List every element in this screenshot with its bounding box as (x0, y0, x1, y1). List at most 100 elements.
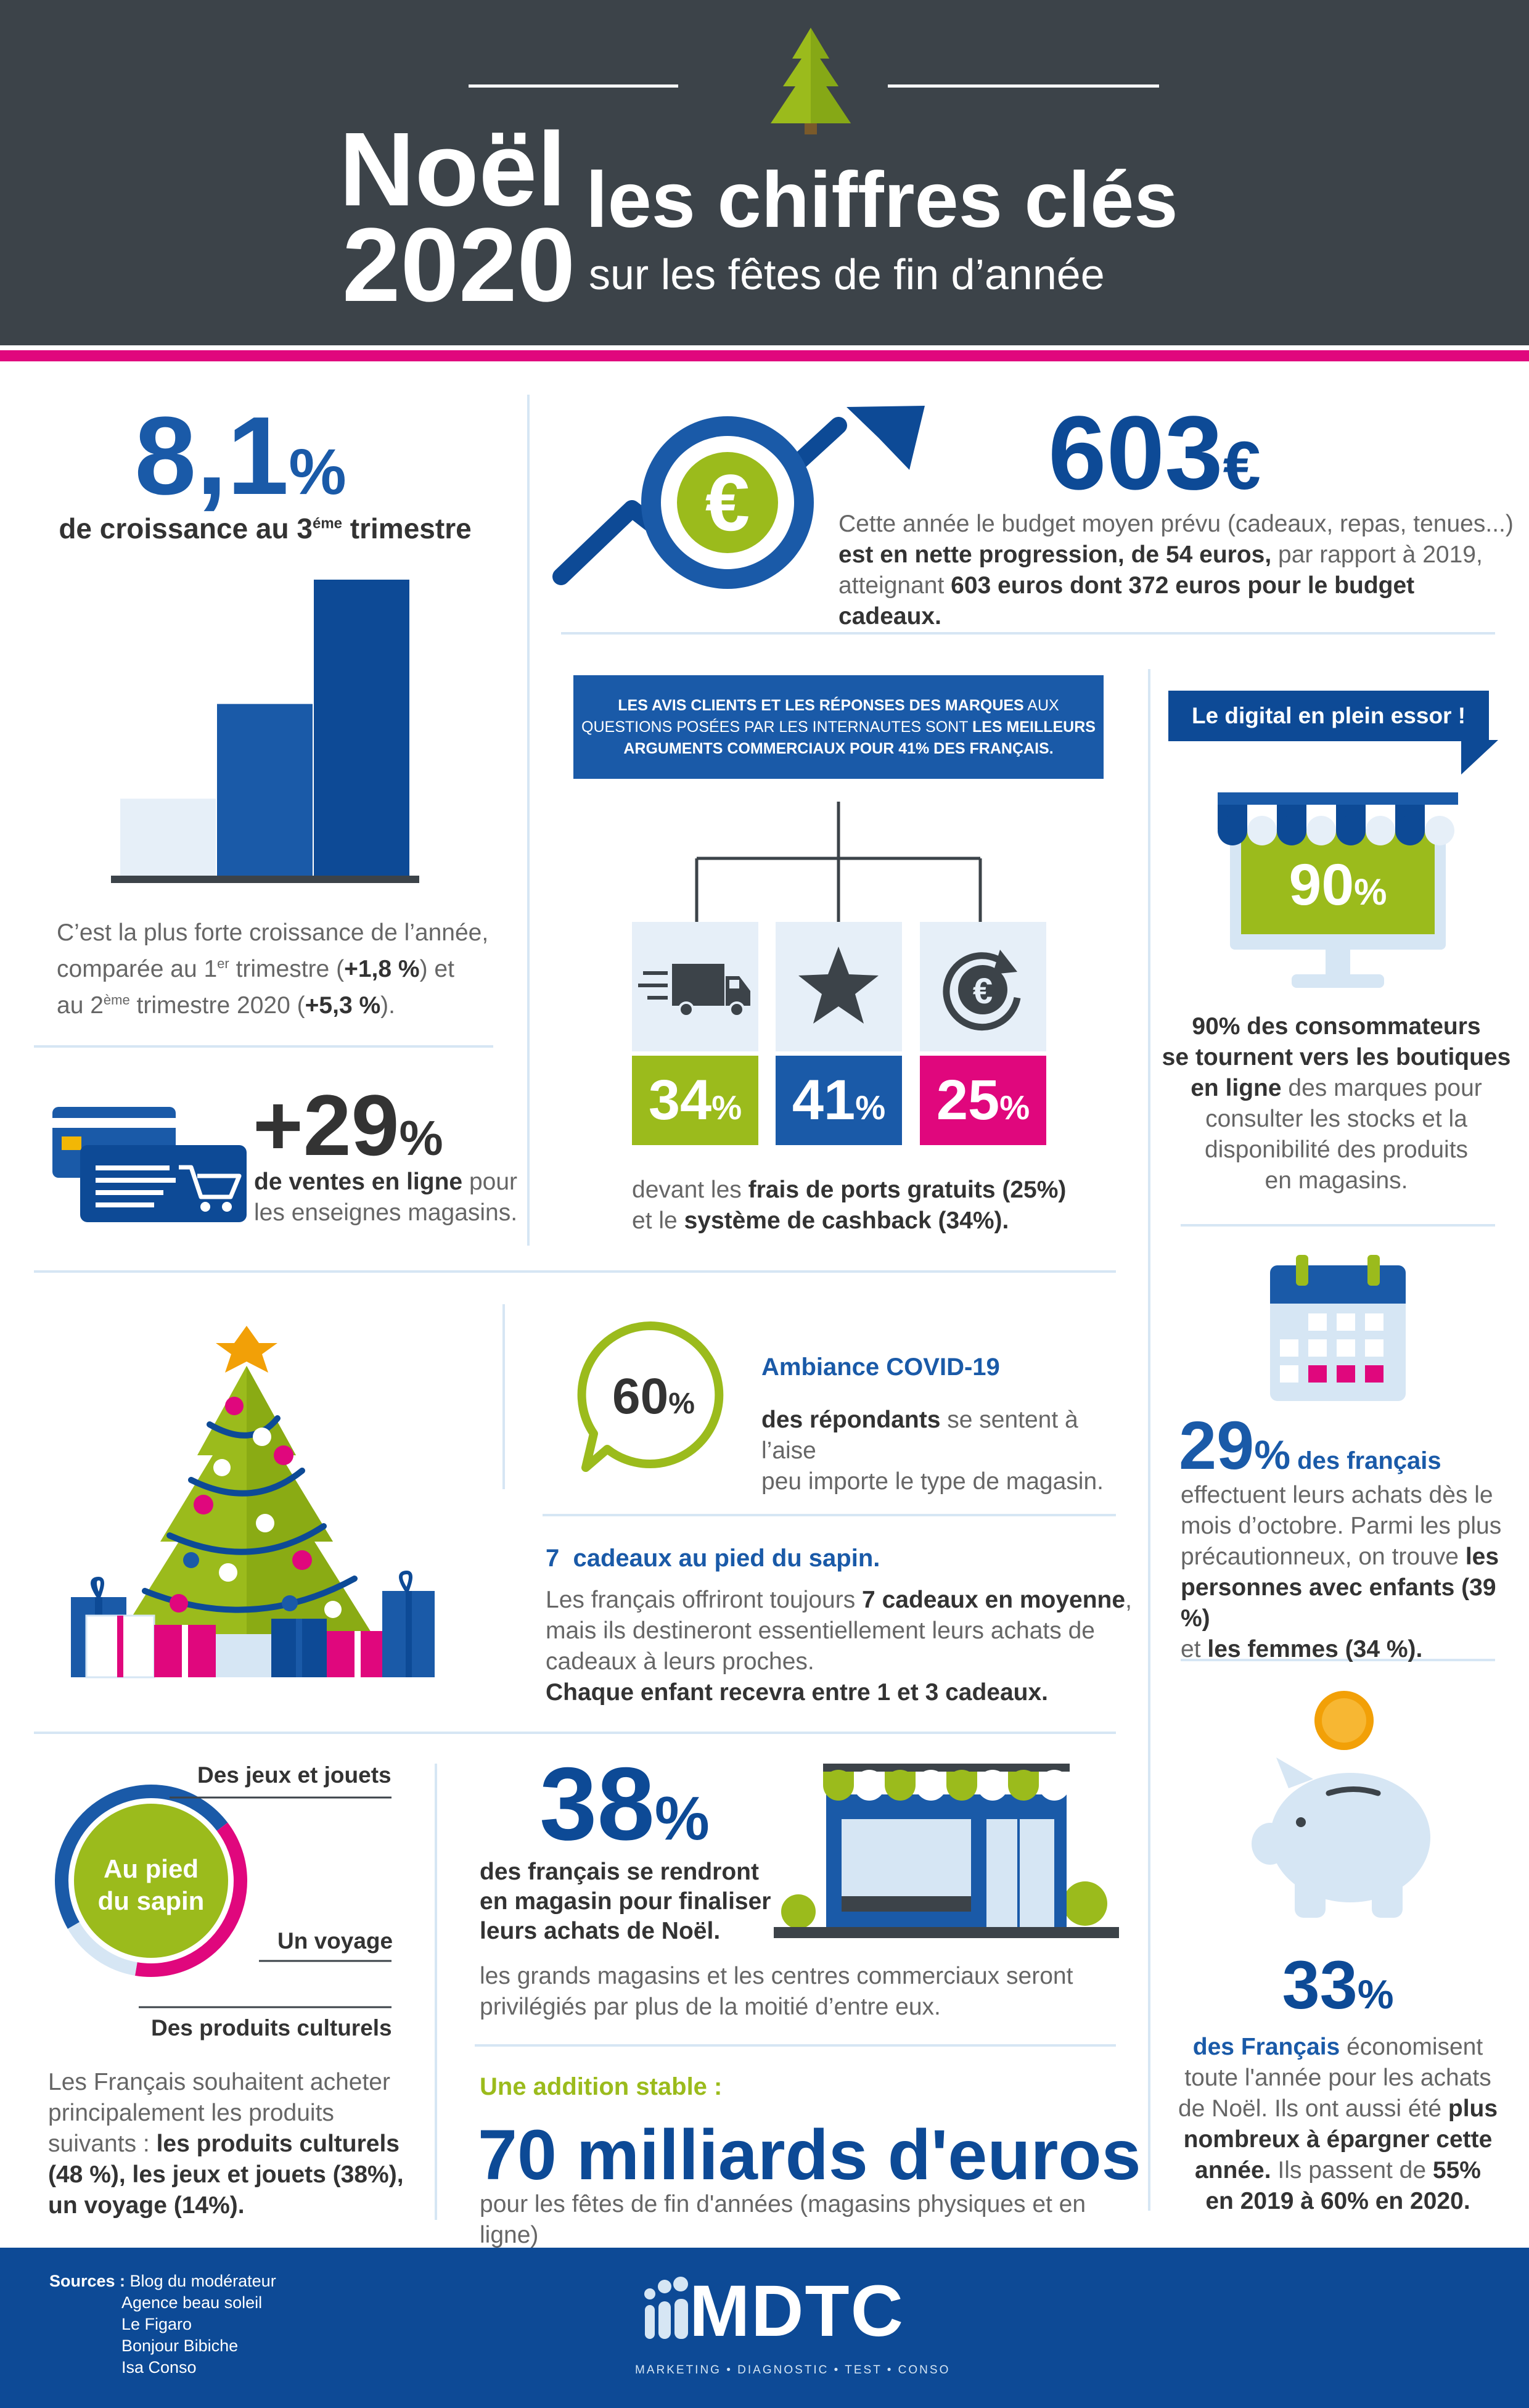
divider-budget (561, 632, 1495, 635)
growth-note-line2: comparée au 1er trimestre (+1,8 %) et (57, 956, 454, 982)
header-title-year: 2020 (342, 207, 576, 324)
divider-digital (1181, 1224, 1495, 1227)
gift-preferences-donut (55, 1785, 247, 1977)
euro-symbol: € (705, 458, 750, 548)
donut-label-games: Des jeux et jouets (197, 1762, 391, 1788)
budget-line3: atteignant 603 euros dont 372 euros pour… (838, 572, 1415, 630)
donut-center (74, 1804, 228, 1958)
total-kicker: Une addition stable : (480, 2073, 723, 2100)
gifts-text: Les français offriront toujours 7 cadeau… (546, 1587, 1132, 1706)
reviews-note-line1: devant les frais de ports gratuits (25%) (632, 1177, 1067, 1203)
store-text: des français se rendront en magasin pour… (480, 1859, 771, 1944)
divider-october (1181, 1659, 1495, 1661)
growth-unit: % (289, 436, 346, 508)
growth-bar-q1 (120, 799, 216, 876)
star-icon (798, 947, 879, 1024)
store-front-icon (774, 1764, 1119, 1938)
donut-label-leaders (139, 1796, 391, 2008)
mdtc-logo: MDTC (689, 2270, 904, 2352)
donut-slice-culture (55, 1785, 228, 1929)
awning (1218, 792, 1458, 845)
online-payment-icon (52, 1107, 247, 1222)
divider-vertical-covid (502, 1304, 505, 1489)
reviews-banner: LES AVIS CLIENTS ET LES RÉPONSES DES MAR… (573, 675, 1104, 779)
budget-growth-arrow-icon: € (552, 406, 925, 589)
total-note: pour les fêtes de fin d'années (magasins… (480, 2191, 1086, 2248)
mdtc-tagline: MARKETING • DIAGNOSTIC • TEST • CONSO (635, 2364, 951, 2377)
budget-text: Cette année le budget moyen prévu (cadea… (838, 509, 1517, 632)
donut-slice-trip (67, 1921, 137, 1976)
donut-label-culture: Des produits culturels (151, 2015, 392, 2040)
divider-vertical-right (1148, 669, 1150, 2211)
digital-value: 90% (1289, 852, 1387, 918)
donut-label-trip: Un voyage (277, 1928, 393, 1954)
growth-label: de croissance au 3éme trimestre (59, 512, 472, 544)
covid-value: 60% (612, 1368, 695, 1424)
header-rule-left (469, 84, 678, 88)
store-value: 38% (539, 1746, 710, 1862)
footer (0, 2248, 1529, 2408)
divider-left-growth (34, 1045, 493, 1048)
donut-center-label: Au pied du sapin (97, 1854, 205, 1915)
growth-bar-chart (111, 580, 419, 883)
total-value: 70 milliards d'euros (478, 2116, 1141, 2195)
christmas-tree-small-icon (771, 28, 851, 134)
gifts-title: 7 cadeaux au pied du sapin. (546, 1545, 880, 1572)
reviews-connector (695, 802, 982, 925)
budget-value: 603€ (1048, 395, 1261, 545)
growth-bar-q2 (217, 704, 313, 876)
christmas-tree-gifts-icon (71, 1326, 435, 1679)
reviews-note-line2: et le système de cashback (34%). (632, 1207, 1009, 1234)
reviews-note: devant les frais de ports gratuits (25%)… (632, 1175, 1125, 1236)
budget-number: 603 (1048, 395, 1223, 512)
footer-sources: Sources : Blog du modérateur Agence beau… (49, 2272, 276, 2377)
divider-middle-full (34, 1270, 1116, 1273)
mdtc-logo-mark-icon (644, 2277, 688, 2339)
divider-lower-full (34, 1732, 1116, 1734)
header-subhead: sur les fêtes de fin d’année (589, 250, 1105, 298)
growth-number: 8,1 (134, 394, 289, 518)
header-rule-right (888, 84, 1159, 88)
donut-slice-games (134, 1822, 247, 1977)
piggy-bank-icon (1252, 1691, 1430, 1918)
delivery-truck-icon (638, 964, 750, 1017)
online-value: +29% (253, 1076, 443, 1202)
covid-text: des répondants se sentent à l’aise peu i… (761, 1407, 1104, 1495)
header-accent-stripe (0, 350, 1529, 361)
header-title-noel: Noël (339, 111, 567, 228)
cashback-icon: € (943, 950, 1021, 1031)
digital-text: 90% des consommateurs se tournent vers l… (1162, 1013, 1511, 1194)
growth-bar-q3 (314, 580, 409, 876)
review-value-shipping: 34% (632, 1056, 758, 1145)
growth-note-line3: au 2ème trimestre 2020 (+5,3 %). (57, 992, 395, 1019)
covid-title: Ambiance COVID-19 (761, 1354, 1000, 1381)
online-unit: % (399, 1111, 443, 1165)
online-number: +29 (253, 1077, 400, 1173)
store-awning (823, 1764, 1070, 1801)
divider-vertical-top (527, 395, 530, 1246)
review-value-rating: 41% (776, 1056, 902, 1145)
budget-line2: est en nette progression, de 54 euros, p… (838, 541, 1483, 568)
growth-note: C’est la plus forte croissance de l’anné… (57, 918, 501, 1021)
online-line2: les enseignes magasins. (254, 1199, 518, 1226)
calendar-icon (1270, 1255, 1406, 1401)
october-text: effectuent leurs achats dès le mois d’oc… (1181, 1482, 1502, 1662)
budget-unit: € (1223, 428, 1261, 504)
october-value: 29% des français (1179, 1408, 1441, 1484)
divider-covid (543, 1514, 1116, 1516)
online-shop-monitor-icon (1218, 792, 1458, 988)
review-value-cashback: 25% (920, 1056, 1046, 1145)
tree-gifts-text: Les Français souhaitent acheter principa… (48, 2069, 404, 2219)
online-text: de ventes en ligne pour les enseignes ma… (254, 1167, 525, 1228)
header (0, 0, 1529, 345)
digital-banner: Le digital en plein essor ! (1168, 691, 1489, 741)
budget-line1: Cette année le budget moyen prévu (cadea… (838, 511, 1514, 537)
divider-store (475, 2044, 1116, 2047)
savings-text: des Français économisent toute l'année p… (1178, 2034, 1498, 2214)
cashback-euro-symbol: € (973, 971, 993, 1011)
speech-bubble-icon (577, 1321, 724, 1472)
growth-note-line1: C’est la plus forte croissance de l’anné… (57, 919, 489, 946)
divider-vertical-lower (435, 1764, 437, 2220)
store-note: les grands magasins et les centres comme… (480, 1963, 1073, 2020)
digital-banner-fold (1437, 740, 1498, 775)
